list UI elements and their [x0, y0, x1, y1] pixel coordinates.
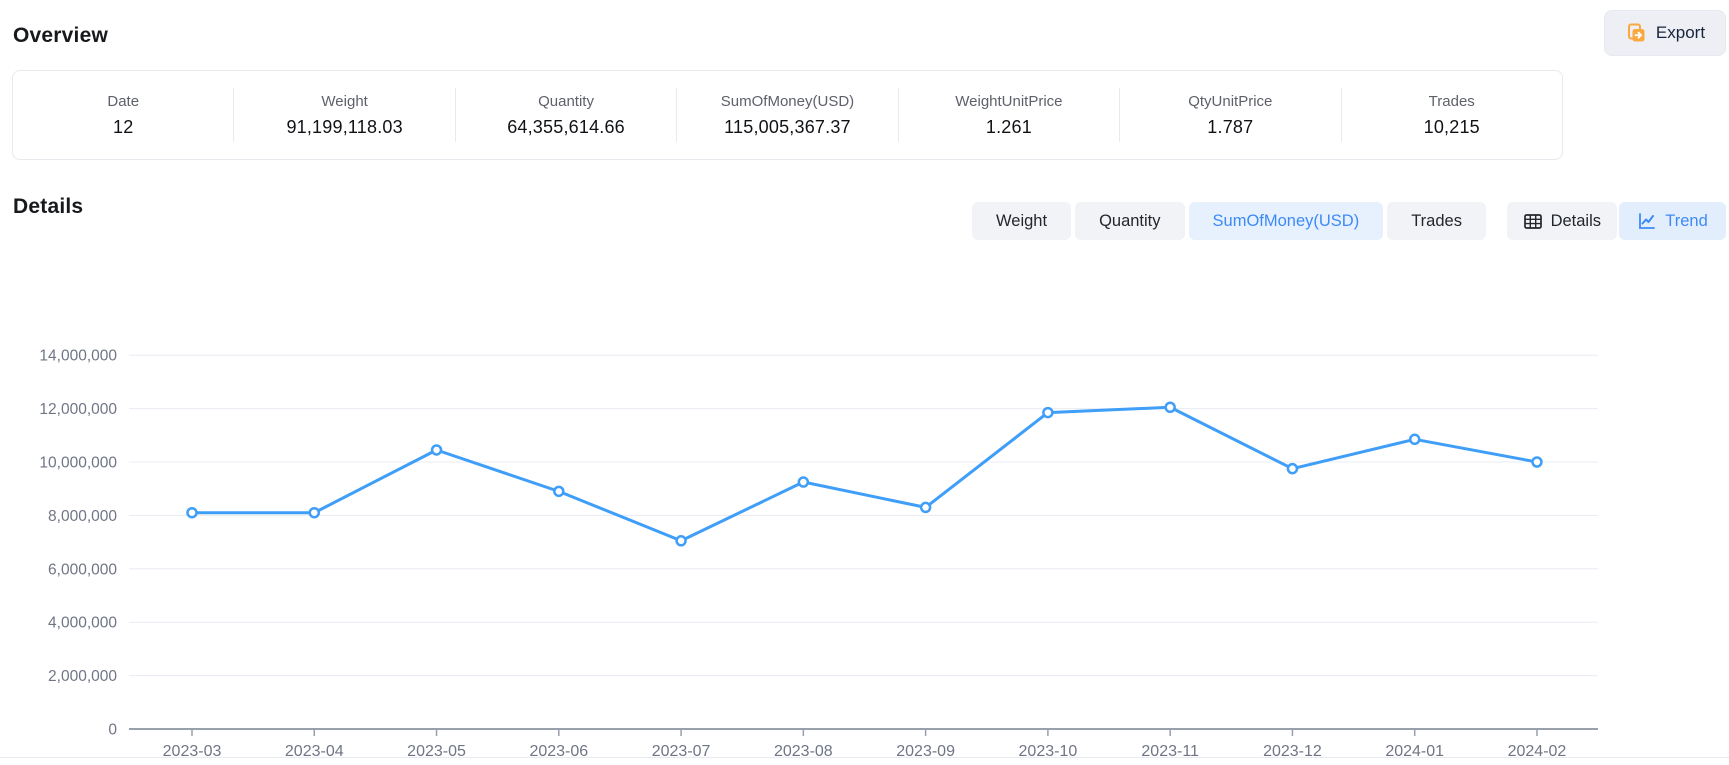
stat-value: 64,355,614.66	[507, 116, 625, 137]
stat-value: 115,005,367.37	[724, 116, 851, 137]
x-axis-tick-label: 2023-03	[163, 743, 222, 760]
trend-series-line	[190, 405, 1539, 543]
overview-stats-card: Date 12 Weight 91,199,118.03 Quantity 64…	[12, 70, 1563, 160]
view-tab-group: Details Trend	[1506, 202, 1726, 240]
data-point-marker[interactable]	[675, 535, 687, 547]
x-axis-tick-label: 2023-09	[896, 743, 955, 760]
data-point-marker[interactable]	[430, 444, 443, 456]
data-point-marker[interactable]	[797, 476, 810, 488]
stat-label: Trades	[1428, 92, 1475, 110]
y-axis-tick-label: 0	[108, 722, 117, 739]
tab-sum-of-money[interactable]: SumOfMoney(USD)	[1188, 202, 1384, 240]
stat-date: Date 12	[13, 71, 233, 159]
tab-weight[interactable]: Weight	[972, 202, 1072, 240]
stat-divider	[897, 88, 899, 142]
tab-label: Quantity	[1099, 211, 1161, 230]
stat-divider	[233, 88, 235, 142]
stat-divider	[676, 88, 678, 142]
stat-qty-unit-price: QtyUnitPrice 1.787	[1120, 71, 1340, 159]
data-point-marker[interactable]	[1164, 401, 1176, 414]
data-point-marker[interactable]	[1042, 406, 1054, 419]
tab-label: SumOfMoney(USD)	[1212, 211, 1360, 230]
tab-quantity[interactable]: Quantity	[1075, 202, 1185, 240]
data-point-marker[interactable]	[1286, 462, 1299, 475]
data-point-marker[interactable]	[186, 506, 198, 519]
tab-label: Details	[1550, 211, 1601, 230]
view-tab-trend[interactable]: Trend	[1619, 202, 1726, 240]
stat-divider	[1119, 88, 1121, 142]
trend-line-chart: 0 2,000,000 4,000,000 6,000,000 8,000,000 10,…	[39, 348, 1598, 760]
stat-divider	[454, 88, 456, 142]
table-icon	[1523, 211, 1543, 231]
y-axis-tick-label: 6,000,000	[48, 561, 117, 578]
bottom-divider	[0, 757, 1729, 758]
stat-weight-unit-price: WeightUnitPrice 1.261	[899, 71, 1119, 159]
data-point-marker[interactable]	[1408, 433, 1421, 446]
data-point-marker[interactable]	[1531, 456, 1543, 468]
stat-trades: Trades 10,215	[1342, 71, 1562, 159]
tab-label: Trades	[1411, 211, 1462, 230]
x-axis-tick-label: 2023-04	[285, 743, 344, 760]
x-axis-tick-label: 2023-11	[1141, 743, 1199, 760]
data-point-marker[interactable]	[308, 506, 321, 519]
y-axis-tick-label: 8,000,000	[48, 508, 117, 525]
overview-title: Overview	[13, 24, 108, 47]
y-axis-tick-label: 4,000,000	[48, 615, 117, 632]
x-axis-tick-label: 2024-02	[1508, 743, 1567, 760]
stat-label: Quantity	[538, 92, 594, 110]
export-button-label: Export	[1655, 23, 1706, 42]
details-title: Details	[13, 195, 84, 218]
y-axis-tick-label: 12,000,000	[39, 401, 117, 418]
stat-label: Weight	[321, 92, 368, 110]
y-axis-tick-label: 2,000,000	[48, 668, 117, 685]
x-axis-tick-label: 2023-12	[1263, 743, 1322, 760]
stat-weight: Weight 91,199,118.03	[234, 71, 454, 159]
stat-value: 12	[113, 116, 134, 137]
y-axis-tick-label: 10,000,000	[39, 455, 117, 472]
x-axis-tick-label: 2024-01	[1385, 743, 1444, 760]
tab-label: Weight	[996, 211, 1048, 230]
y-axis-tick-label: 14,000,000	[39, 348, 117, 365]
tab-label: Trend	[1665, 211, 1708, 230]
tab-trades[interactable]: Trades	[1387, 202, 1486, 240]
stat-label: WeightUnitPrice	[955, 92, 1063, 110]
view-tab-details[interactable]: Details	[1506, 202, 1617, 240]
export-button[interactable]: Export	[1604, 10, 1726, 56]
stat-value: 1.787	[1207, 116, 1254, 137]
stat-label: QtyUnitPrice	[1188, 92, 1273, 110]
stat-label: Date	[107, 92, 140, 110]
x-axis-tick-label: 2023-10	[1019, 743, 1078, 760]
stat-value: 10,215	[1423, 116, 1480, 137]
line-chart-icon	[1637, 211, 1657, 231]
stat-label: SumOfMoney(USD)	[720, 92, 855, 110]
stat-sum-of-money: SumOfMoney(USD) 115,005,367.37	[677, 71, 897, 159]
stat-value: 1.261	[985, 116, 1032, 137]
stat-divider	[1340, 88, 1342, 142]
data-point-marker[interactable]	[553, 485, 565, 498]
x-axis-tick-label: 2023-08	[774, 743, 833, 760]
metric-tab-group: Weight Quantity SumOfMoney(USD) Trades	[972, 202, 1486, 240]
x-axis-tick-label: 2023-05	[407, 743, 466, 760]
stat-value: 91,199,118.03	[286, 116, 403, 137]
export-copy-icon	[1625, 22, 1647, 44]
x-axis-tick-label: 2023-07	[652, 743, 711, 760]
data-point-marker[interactable]	[919, 501, 932, 514]
stat-quantity: Quantity 64,355,614.66	[456, 71, 676, 159]
x-axis-tick-label: 2023-06	[529, 743, 588, 760]
